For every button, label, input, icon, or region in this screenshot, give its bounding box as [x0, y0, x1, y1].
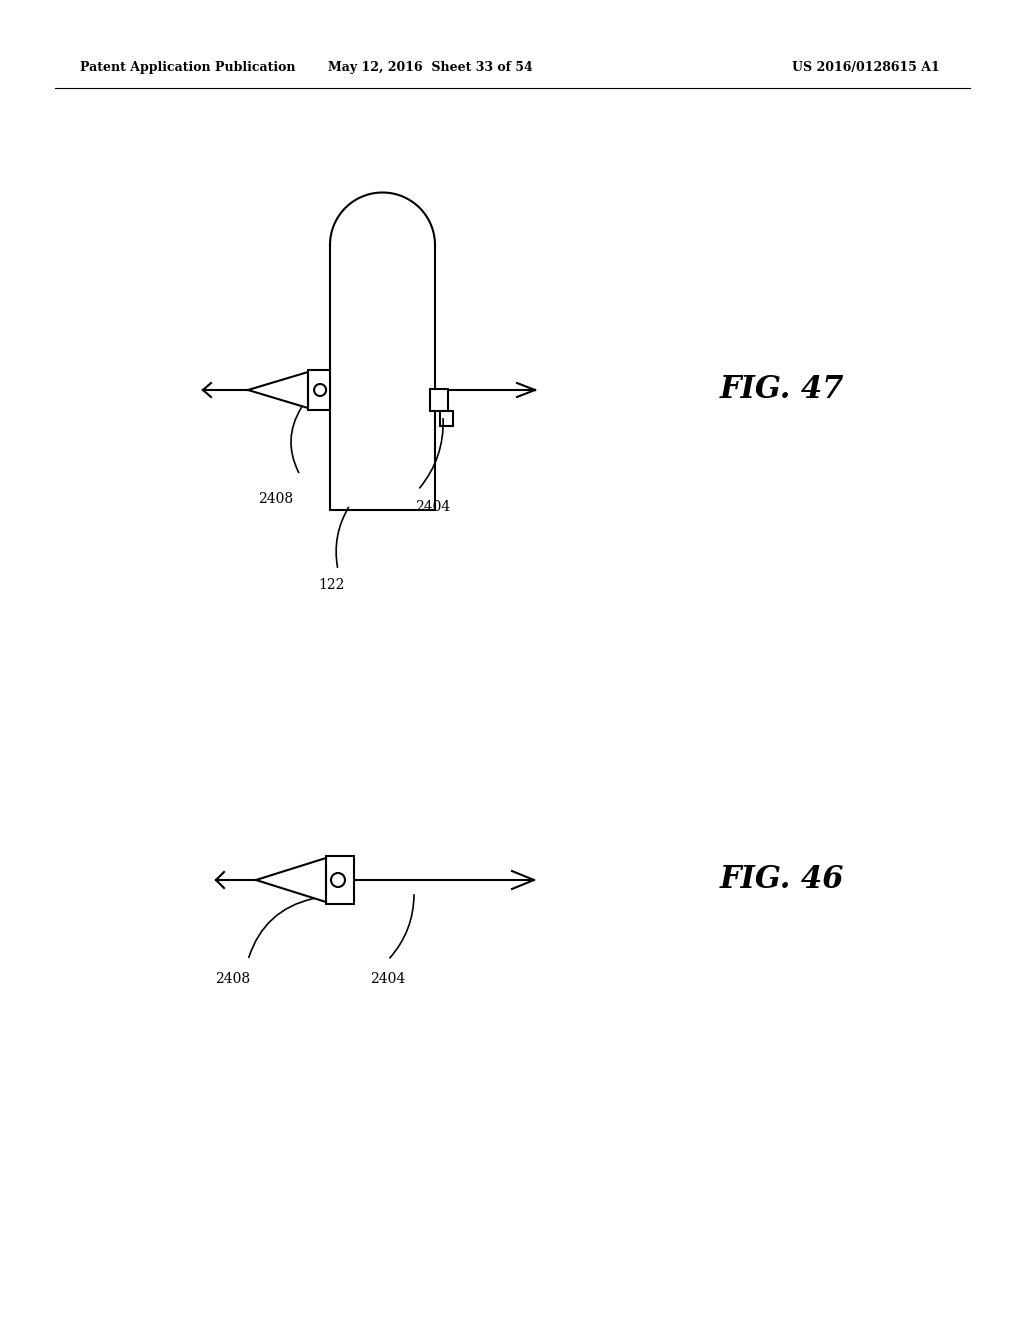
Bar	[308, 370, 330, 411]
Circle shape	[314, 384, 326, 396]
Text: 2408: 2408	[258, 492, 293, 506]
Text: 2404: 2404	[370, 972, 406, 986]
Text: FIG. 46: FIG. 46	[720, 865, 845, 895]
Text: FIG. 47: FIG. 47	[720, 375, 845, 405]
Circle shape	[331, 873, 345, 887]
Text: 122: 122	[318, 578, 344, 591]
Text: 2408: 2408	[215, 972, 250, 986]
Text: May 12, 2016  Sheet 33 of 54: May 12, 2016 Sheet 33 of 54	[328, 62, 532, 74]
Text: 2404: 2404	[415, 500, 451, 513]
Bar	[440, 411, 453, 426]
Bar	[430, 389, 449, 411]
Text: US 2016/0128615 A1: US 2016/0128615 A1	[793, 62, 940, 74]
Bar	[326, 855, 354, 904]
Text: Patent Application Publication: Patent Application Publication	[80, 62, 296, 74]
